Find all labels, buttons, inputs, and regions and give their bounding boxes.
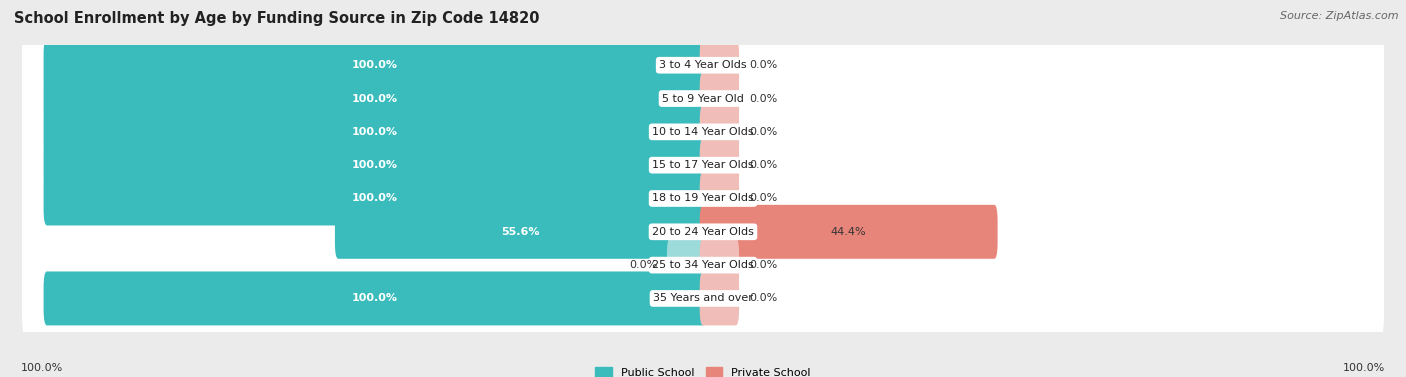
FancyBboxPatch shape xyxy=(22,90,1384,173)
Text: 100.0%: 100.0% xyxy=(352,160,398,170)
Text: 100.0%: 100.0% xyxy=(352,60,398,70)
FancyBboxPatch shape xyxy=(44,72,706,126)
Text: 0.0%: 0.0% xyxy=(749,60,778,70)
FancyBboxPatch shape xyxy=(22,124,1384,207)
FancyBboxPatch shape xyxy=(700,105,740,159)
Text: 0.0%: 0.0% xyxy=(749,93,778,104)
Text: 100.0%: 100.0% xyxy=(21,363,63,373)
Text: 10 to 14 Year Olds: 10 to 14 Year Olds xyxy=(652,127,754,137)
Text: 35 Years and over: 35 Years and over xyxy=(652,293,754,303)
Text: 100.0%: 100.0% xyxy=(352,193,398,204)
Text: 0.0%: 0.0% xyxy=(749,127,778,137)
FancyBboxPatch shape xyxy=(44,138,706,192)
FancyBboxPatch shape xyxy=(700,72,740,126)
Text: 44.4%: 44.4% xyxy=(831,227,866,237)
FancyBboxPatch shape xyxy=(22,157,1384,240)
FancyBboxPatch shape xyxy=(22,224,1384,307)
FancyBboxPatch shape xyxy=(22,24,1384,107)
FancyBboxPatch shape xyxy=(22,190,1384,273)
Text: 25 to 34 Year Olds: 25 to 34 Year Olds xyxy=(652,260,754,270)
Text: 3 to 4 Year Olds: 3 to 4 Year Olds xyxy=(659,60,747,70)
FancyBboxPatch shape xyxy=(44,38,706,92)
FancyBboxPatch shape xyxy=(700,38,740,92)
Text: 55.6%: 55.6% xyxy=(502,227,540,237)
Text: School Enrollment by Age by Funding Source in Zip Code 14820: School Enrollment by Age by Funding Sour… xyxy=(14,11,540,26)
FancyBboxPatch shape xyxy=(700,205,998,259)
FancyBboxPatch shape xyxy=(44,105,706,159)
FancyBboxPatch shape xyxy=(335,205,706,259)
FancyBboxPatch shape xyxy=(700,138,740,192)
FancyBboxPatch shape xyxy=(44,172,706,225)
Text: 0.0%: 0.0% xyxy=(628,260,657,270)
Text: 100.0%: 100.0% xyxy=(1343,363,1385,373)
Text: 100.0%: 100.0% xyxy=(352,293,398,303)
Text: 100.0%: 100.0% xyxy=(352,127,398,137)
Text: 0.0%: 0.0% xyxy=(749,160,778,170)
Text: 100.0%: 100.0% xyxy=(352,93,398,104)
Text: 0.0%: 0.0% xyxy=(749,293,778,303)
FancyBboxPatch shape xyxy=(700,271,740,325)
Text: 0.0%: 0.0% xyxy=(749,260,778,270)
Text: 18 to 19 Year Olds: 18 to 19 Year Olds xyxy=(652,193,754,204)
FancyBboxPatch shape xyxy=(22,57,1384,140)
FancyBboxPatch shape xyxy=(666,238,706,292)
Text: 5 to 9 Year Old: 5 to 9 Year Old xyxy=(662,93,744,104)
Text: 20 to 24 Year Olds: 20 to 24 Year Olds xyxy=(652,227,754,237)
Text: 0.0%: 0.0% xyxy=(749,193,778,204)
FancyBboxPatch shape xyxy=(700,172,740,225)
Text: Source: ZipAtlas.com: Source: ZipAtlas.com xyxy=(1281,11,1399,21)
FancyBboxPatch shape xyxy=(700,238,740,292)
Text: 15 to 17 Year Olds: 15 to 17 Year Olds xyxy=(652,160,754,170)
FancyBboxPatch shape xyxy=(22,257,1384,340)
Legend: Public School, Private School: Public School, Private School xyxy=(595,367,811,377)
FancyBboxPatch shape xyxy=(44,271,706,325)
